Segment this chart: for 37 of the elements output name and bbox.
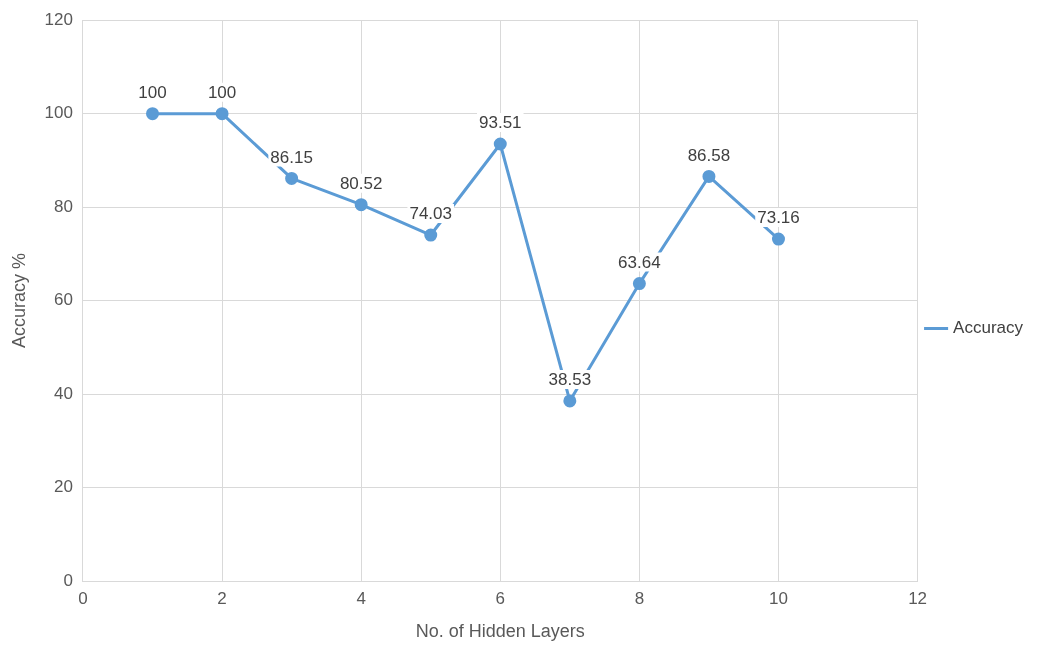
data-label: 63.64: [618, 252, 661, 272]
y-tick-label: 20: [54, 477, 73, 497]
point: [354, 198, 368, 212]
y-axis-title: Accuracy %: [8, 253, 29, 349]
data-label: 86.15: [270, 147, 313, 167]
point: [493, 137, 507, 151]
y-tick-label: 0: [63, 570, 73, 590]
x-tick-label: 2: [217, 588, 227, 608]
y-tick-label: 100: [44, 103, 73, 123]
x-tick-label: 6: [495, 588, 506, 608]
legend-label: Accuracy: [953, 318, 1024, 338]
y-tick-label: 120: [44, 9, 73, 29]
point: [563, 394, 577, 408]
y-tick-label: 60: [54, 290, 73, 310]
point: [771, 232, 785, 246]
point: [215, 107, 229, 121]
data-label: 100: [207, 82, 237, 102]
data-label: 38.53: [548, 370, 592, 390]
point: [702, 169, 716, 183]
x-tick-label: 10: [769, 588, 788, 608]
y-tick-label: 80: [54, 196, 73, 216]
point: [632, 277, 646, 291]
x-tick-label: 4: [356, 588, 366, 608]
data-label: 73.16: [757, 208, 800, 228]
x-tick-label: 8: [634, 588, 645, 608]
data-label: 93.51: [479, 113, 522, 133]
x-axis-title: No. of Hidden Layers: [415, 621, 585, 642]
point: [146, 107, 160, 121]
x-tick-label: 12: [908, 588, 928, 608]
x-tick-label: 0: [78, 588, 88, 608]
data-label: 100: [138, 82, 167, 102]
y-tick-label: 40: [54, 383, 73, 403]
point: [285, 171, 299, 185]
data-label: 86.58: [687, 145, 731, 165]
point: [424, 228, 438, 242]
data-label: 80.52: [339, 173, 383, 193]
data-label: 74.03: [409, 204, 452, 224]
